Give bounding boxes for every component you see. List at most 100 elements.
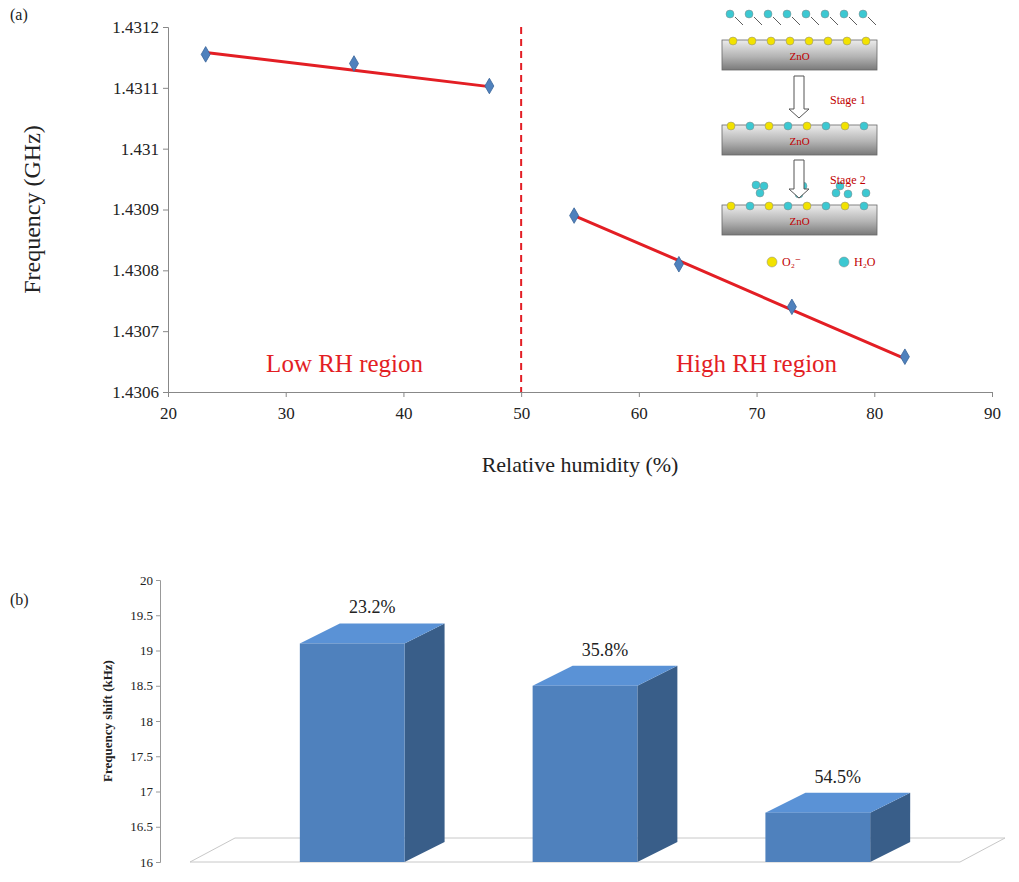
y-tick-label: 20 [140, 573, 153, 588]
molecule [727, 202, 735, 210]
y-axis-line [163, 28, 169, 393]
molecule [822, 202, 830, 210]
y-tick: 19.5 [130, 608, 160, 623]
x-tick: 90 [984, 392, 1001, 423]
data-point [674, 256, 683, 272]
x-tick: 30 [278, 392, 295, 423]
y-axis: 1.43061.43071.43081.43091.4311.43111.431… [112, 18, 168, 402]
y-tick-mark [163, 331, 168, 332]
y-tick-mark [156, 862, 160, 863]
chart-a: 20304050607080901.43061.43071.43081.4309… [10, 6, 1001, 477]
y-tick: 16 [140, 855, 160, 870]
y-tick: 1.4309 [112, 200, 168, 219]
molecule [784, 122, 792, 130]
y-tick-label: 18 [140, 714, 153, 729]
y-tick: 1.431 [121, 140, 168, 159]
molecule [860, 122, 868, 130]
region-label: High RH region [676, 350, 838, 377]
y-tick: 18.5 [130, 678, 160, 693]
x-tick-label: 80 [866, 404, 883, 423]
y-tick-mark [163, 270, 168, 271]
molecule [822, 122, 830, 130]
molecule [784, 202, 792, 210]
molecule [821, 10, 829, 18]
x-axis: 2030405060708090 [160, 392, 1001, 423]
molecule [841, 122, 849, 130]
x-tick-mark [639, 392, 640, 397]
arrow-small [735, 17, 743, 25]
x-tick-label: 40 [395, 404, 412, 423]
molecule [764, 10, 772, 18]
x-tick-mark [874, 392, 875, 397]
data-point [201, 47, 210, 63]
bar [765, 793, 910, 862]
y-tick-label: 18.5 [130, 678, 153, 693]
slab-label: ZnO [789, 135, 809, 147]
species-label: H₂O [854, 255, 876, 269]
y-tick: 20 [140, 573, 160, 588]
x-axis-title: Relative humidity (%) [482, 452, 679, 477]
zno-slab [722, 40, 877, 70]
y-tick-label: 17.5 [130, 749, 153, 764]
molecule [786, 37, 794, 45]
arrow-small [811, 17, 819, 25]
panel-label: (a) [10, 6, 28, 24]
y-tick-label: 1.4308 [112, 261, 159, 280]
x-tick: 80 [866, 392, 883, 423]
plot-area [201, 27, 909, 392]
y-tick: 17.5 [130, 749, 160, 764]
y-tick: 19 [140, 643, 160, 658]
x-tick-label: 20 [160, 404, 177, 423]
y-tick-mark [156, 580, 160, 581]
molecule [765, 122, 773, 130]
y-axis: 1616.51717.51818.51919.520 [130, 573, 160, 870]
arrow-small [754, 17, 762, 25]
region-divider [520, 27, 522, 392]
bar-top [765, 793, 910, 813]
molecule [844, 190, 852, 198]
x-tick-mark [403, 392, 404, 397]
y-tick: 18 [140, 714, 160, 729]
bar [533, 666, 678, 862]
y-tick-label: 1.4307 [112, 322, 159, 341]
x-tick: 50 [513, 392, 530, 423]
arrow-small [773, 17, 781, 25]
bar-front [300, 643, 405, 862]
zno-slab [722, 205, 877, 235]
molecule [840, 10, 848, 18]
molecule [824, 37, 832, 45]
molecule [745, 10, 753, 18]
region-label: Low RH region [266, 350, 423, 377]
y-tick-mark [163, 210, 168, 211]
x-tick: 20 [160, 392, 177, 423]
molecule [783, 10, 791, 18]
stage-label: Stage 1 [830, 93, 866, 107]
category-label: 23.2% [349, 597, 396, 617]
data-point [485, 78, 494, 94]
molecule [746, 202, 754, 210]
y-tick-mark [156, 651, 160, 652]
y-tick-mark [156, 615, 160, 616]
panel-label: (b) [10, 591, 29, 609]
y-axis-title: Frequency shift (kHz) [100, 660, 115, 782]
molecule [841, 202, 849, 210]
y-tick-mark [156, 792, 160, 793]
molecule [748, 37, 756, 45]
bar-top [300, 623, 445, 643]
y-axis-line [156, 581, 161, 863]
molecule [765, 202, 773, 210]
molecule [729, 37, 737, 45]
x-tick-label: 90 [984, 404, 1001, 423]
figure: 20304050607080901.43061.43071.43081.4309… [0, 0, 1019, 882]
x-tick-mark [992, 392, 993, 397]
molecule [727, 122, 735, 130]
y-tick-label: 1.4311 [113, 79, 159, 98]
molecule [803, 202, 811, 210]
molecule [862, 189, 870, 197]
bar-side [637, 666, 677, 862]
category-label: 35.8% [582, 640, 629, 660]
y-tick-label: 1.4309 [112, 200, 159, 219]
y-tick: 1.4307 [112, 322, 168, 341]
molecule [760, 182, 768, 190]
molecule [860, 202, 868, 210]
